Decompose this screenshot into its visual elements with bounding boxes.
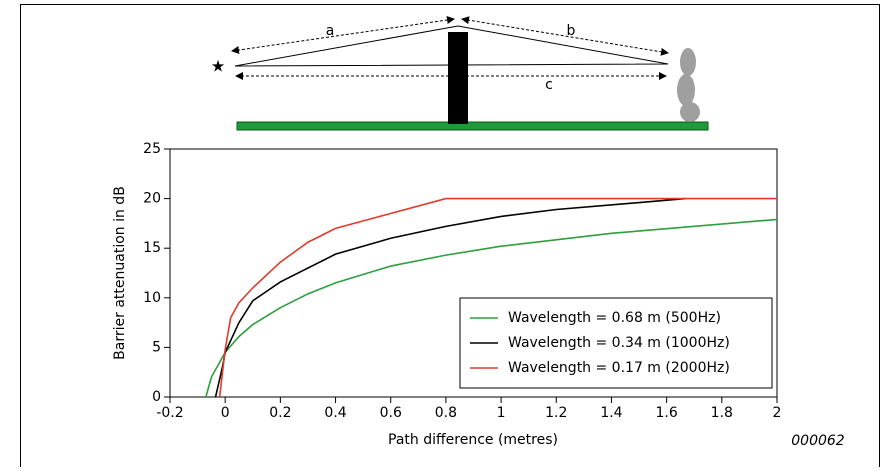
arrow-a xyxy=(231,16,455,54)
barrier xyxy=(448,32,468,124)
plot-area xyxy=(169,148,778,398)
star: ★ xyxy=(211,57,225,76)
frame xyxy=(20,4,880,471)
x-tick-label: 2 xyxy=(773,405,782,421)
x-tick-label: -0.2 xyxy=(156,405,183,421)
ground xyxy=(236,121,709,131)
legend-label: Wavelength = 0.34 m (1000Hz) xyxy=(508,335,730,351)
x-tick-label: 0.4 xyxy=(324,405,346,421)
x-tick-label: 1.6 xyxy=(656,405,678,421)
listener xyxy=(677,48,700,122)
x-tick-label: 0.6 xyxy=(380,405,402,421)
x-tick-label: 0 xyxy=(221,405,230,421)
x-tick-label: 1 xyxy=(497,405,506,421)
legend-box xyxy=(459,297,773,389)
legend-label: Wavelength = 0.17 m (2000Hz) xyxy=(508,360,730,376)
y-tick-label: 5 xyxy=(152,339,161,355)
y-tick-label: 10 xyxy=(143,290,161,306)
y-axis-label: Barrier attenuation in dB xyxy=(112,186,128,360)
figure-code: 000062 xyxy=(791,433,845,449)
series-line xyxy=(218,197,777,398)
x-axis-label: Path difference (metres) xyxy=(388,432,558,448)
x-tick-label: 0.2 xyxy=(269,405,291,421)
y-tick-label: 20 xyxy=(143,191,161,207)
x-tick-label: 1.8 xyxy=(711,405,733,421)
arrow-b xyxy=(461,16,669,56)
x-tick-label: 1.4 xyxy=(600,405,622,421)
legend-label: Wavelength = 0.68 m (500Hz) xyxy=(508,310,721,326)
label-a: a xyxy=(326,23,335,39)
diagram: ★ a b c xyxy=(211,16,709,131)
label-b: b xyxy=(567,23,576,39)
y-tick-label: 15 xyxy=(143,240,161,256)
x-tick-label: 1.2 xyxy=(545,405,567,421)
x-tick-label: 0.8 xyxy=(435,405,457,421)
y-tick-label: 0 xyxy=(152,389,161,405)
label-c: c xyxy=(545,77,553,93)
y-tick-label: 25 xyxy=(143,141,161,157)
